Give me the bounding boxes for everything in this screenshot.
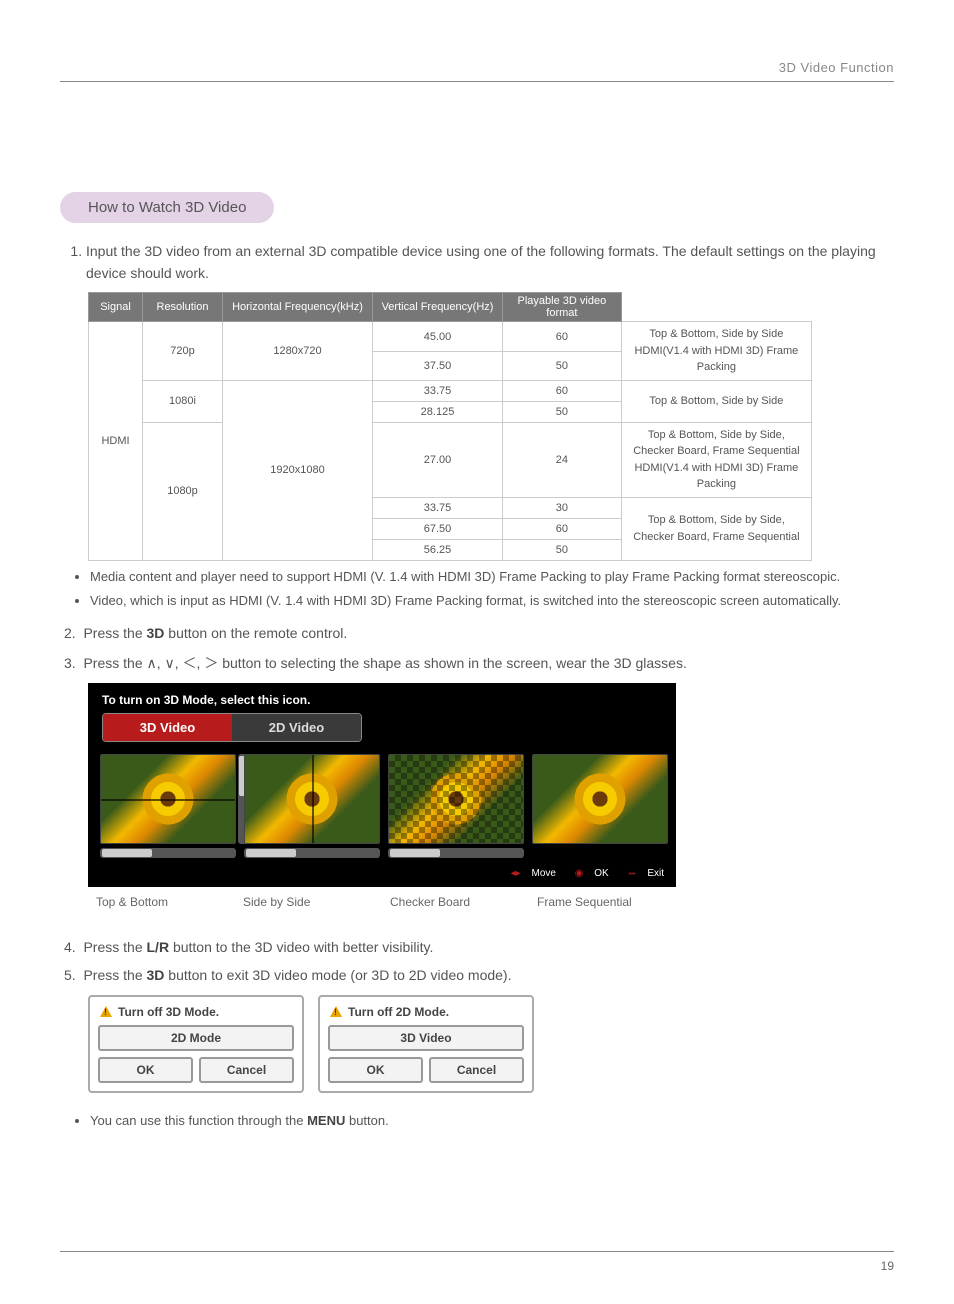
- td-h: 33.75: [373, 380, 503, 401]
- mode-select-panel: To turn on 3D Mode, select this icon. 3D…: [88, 683, 676, 887]
- dialog-turn-off-3d: Turn off 3D Mode. 2D Mode OK Cancel: [88, 995, 304, 1093]
- scrollbar-h[interactable]: [388, 848, 524, 858]
- td-h: 33.75: [373, 497, 503, 518]
- label-checker-board: Checker Board: [382, 895, 529, 909]
- warning-icon: [330, 1006, 342, 1017]
- thumb-side-by-side[interactable]: [244, 754, 380, 858]
- td-v: 50: [503, 539, 622, 560]
- warning-icon: [100, 1006, 112, 1017]
- td-fmt: Top & Bottom, Side by SideHDMI(V1.4 with…: [621, 322, 811, 381]
- thumb-top-bottom[interactable]: [100, 754, 236, 858]
- td-resv: 1280x720: [223, 322, 373, 381]
- td-v: 60: [503, 322, 622, 351]
- td-h: 27.00: [373, 422, 503, 497]
- td-h: 28.125: [373, 401, 503, 422]
- td-res: 1080p: [143, 422, 223, 560]
- table-header-row: Signal Resolution Horizontal Frequency(k…: [89, 293, 812, 322]
- mode-button[interactable]: 3D Video: [328, 1025, 524, 1051]
- table-row: 1080i 1920x1080 33.75 60 Top & Bottom, S…: [89, 380, 812, 401]
- label-side-by-side: Side by Side: [235, 895, 382, 909]
- td-fmt: Top & Bottom, Side by Side: [621, 380, 811, 422]
- td-fmt: Top & Bottom, Side by Side,Checker Board…: [621, 497, 811, 560]
- th-hfreq: Horizontal Frequency(kHz): [223, 293, 373, 322]
- thumb-frame-sequential[interactable]: [532, 754, 668, 858]
- footer-rule: [60, 1251, 894, 1252]
- scrollbar-h[interactable]: [100, 848, 236, 858]
- th-signal: Signal: [89, 293, 143, 322]
- td-res: 1080i: [143, 380, 223, 422]
- page-number: 19: [60, 1259, 894, 1273]
- panel-note: To turn on 3D Mode, select this icon.: [94, 689, 670, 711]
- step-3: 3. Press the ∧, ∨, ＜, ＞ button to select…: [64, 653, 894, 673]
- cancel-button[interactable]: Cancel: [199, 1057, 294, 1083]
- header-rule: [60, 81, 894, 82]
- cancel-button[interactable]: Cancel: [429, 1057, 524, 1083]
- td-res: 720p: [143, 322, 223, 381]
- step-1: Input the 3D video from an external 3D c…: [86, 241, 894, 284]
- td-signal: HDMI: [89, 322, 143, 561]
- thumbnails-row: [94, 750, 670, 862]
- step-4: 4. Press the L/R button to the 3D video …: [64, 939, 894, 955]
- tab-3d-video[interactable]: 3D Video: [103, 714, 232, 741]
- dialog-title: Turn off 3D Mode.: [98, 1003, 294, 1025]
- ok-button[interactable]: OK: [98, 1057, 193, 1083]
- dialog-turn-off-2d: Turn off 2D Mode. 3D Video OK Cancel: [318, 995, 534, 1093]
- dialog-title: Turn off 2D Mode.: [328, 1003, 524, 1025]
- td-v: 24: [503, 422, 622, 497]
- step-5: 5. Press the 3D button to exit 3D video …: [64, 967, 894, 983]
- page-header-title: 3D Video Function: [60, 60, 894, 75]
- th-resolution: Resolution: [143, 293, 223, 322]
- td-h: 45.00: [373, 322, 503, 351]
- td-v: 60: [503, 518, 622, 539]
- thumb-labels: Top & Bottom Side by Side Checker Board …: [88, 895, 676, 909]
- note-1: Media content and player need to support…: [90, 567, 894, 587]
- table-row: 1080p 27.00 24 Top & Bottom, Side by Sid…: [89, 422, 812, 497]
- scrollbar-h[interactable]: [244, 848, 380, 858]
- table-row: HDMI 720p 1280x720 45.00 60 Top & Bottom…: [89, 322, 812, 351]
- td-h: 56.25: [373, 539, 503, 560]
- tabs: 3D Video 2D Video: [102, 713, 362, 742]
- td-h: 37.50: [373, 351, 503, 380]
- td-resv: 1920x1080: [223, 380, 373, 560]
- mode-button[interactable]: 2D Mode: [98, 1025, 294, 1051]
- label-frame-sequential: Frame Sequential: [529, 895, 676, 909]
- format-table: Signal Resolution Horizontal Frequency(k…: [88, 292, 812, 561]
- td-v: 60: [503, 380, 622, 401]
- td-fmt: Top & Bottom, Side by Side,Checker Board…: [621, 422, 811, 497]
- note-2: Video, which is input as HDMI (V. 1.4 wi…: [90, 591, 894, 611]
- th-vfreq: Vertical Frequency(Hz): [373, 293, 503, 322]
- label-top-bottom: Top & Bottom: [88, 895, 235, 909]
- panel-legend: ◂▸ Move ◉ OK ꕀ Exit: [94, 862, 670, 881]
- step-2: 2. Press the 3D button on the remote con…: [64, 625, 894, 641]
- section-badge: How to Watch 3D Video: [60, 192, 274, 223]
- td-v: 30: [503, 497, 622, 518]
- ok-button[interactable]: OK: [328, 1057, 423, 1083]
- td-v: 50: [503, 351, 622, 380]
- thumb-checker-board[interactable]: [388, 754, 524, 858]
- td-v: 50: [503, 401, 622, 422]
- th-format: Playable 3D video format: [503, 293, 622, 322]
- td-h: 67.50: [373, 518, 503, 539]
- tab-2d-video[interactable]: 2D Video: [232, 714, 361, 741]
- footnote: You can use this function through the ME…: [90, 1111, 894, 1131]
